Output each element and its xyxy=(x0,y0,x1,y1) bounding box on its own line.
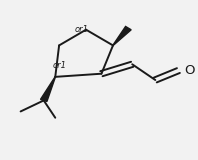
Text: or1: or1 xyxy=(52,61,66,70)
Text: or1: or1 xyxy=(74,25,88,34)
Polygon shape xyxy=(41,77,55,101)
Polygon shape xyxy=(113,26,131,45)
Text: O: O xyxy=(184,64,195,77)
